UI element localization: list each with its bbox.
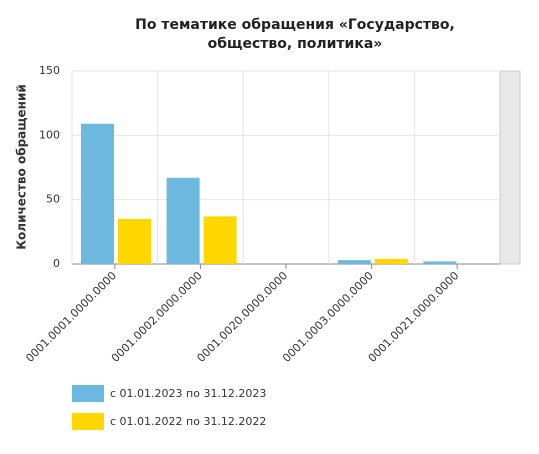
chart-title: По тематике обращения «Государство,: [135, 17, 455, 33]
bar: [337, 260, 371, 264]
x-tick-label: 0001.0002.0000.0000: [109, 269, 205, 365]
legend-swatch: [72, 385, 104, 402]
legend-swatch: [72, 413, 104, 430]
x-tick-label: 0001.0001.0000.0000: [23, 269, 119, 365]
y-tick-label: 150: [39, 64, 60, 77]
bar: [166, 177, 200, 264]
bar: [203, 216, 237, 264]
legend-label: с 01.01.2022 по 31.12.2022: [110, 415, 266, 428]
bar: [81, 123, 114, 265]
y-axis-label: Количество обращений: [15, 84, 29, 250]
bar: [423, 261, 457, 264]
x-tick-label: 0001.0003.0000.0000: [280, 269, 376, 365]
bar: [374, 258, 408, 264]
legend-label: с 01.01.2023 по 31.12.2023: [110, 387, 266, 400]
chart-title: общество, политика»: [208, 36, 383, 52]
y-tick-label: 0: [53, 257, 60, 270]
x-tick-label: 0001.0020.0000.0000: [194, 269, 290, 365]
x-tick-label: 0001.0021.0000.0000: [366, 269, 462, 365]
scroll-band: [499, 70, 521, 265]
y-tick-label: 100: [39, 128, 60, 141]
bar: [118, 218, 151, 264]
y-tick-label: 50: [46, 193, 60, 206]
